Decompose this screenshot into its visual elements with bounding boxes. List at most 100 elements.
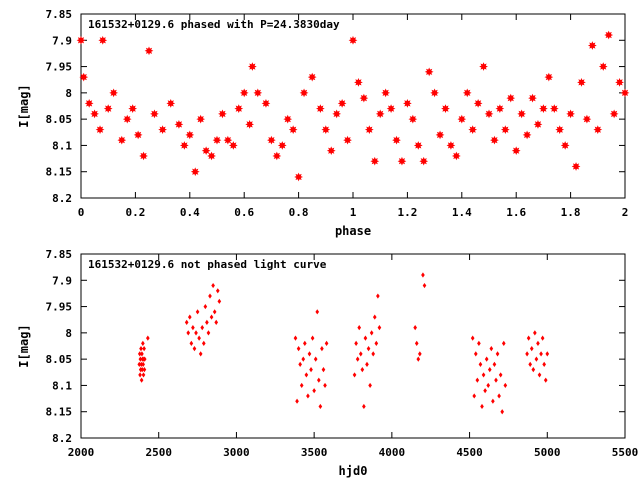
- data-point: [403, 99, 412, 108]
- data-point: [468, 125, 478, 135]
- x-tick-label: 1.8: [561, 206, 581, 219]
- data-point: [302, 340, 307, 346]
- data-point: [539, 351, 543, 357]
- y-axis-label: I[mag]: [17, 84, 31, 127]
- data-point: [376, 293, 380, 299]
- x-tick-label: 4000: [379, 446, 406, 459]
- data-point: [144, 46, 154, 56]
- data-point: [374, 340, 379, 346]
- data-point: [451, 151, 461, 161]
- data-point: [138, 372, 142, 378]
- data-point: [140, 351, 144, 357]
- data-point: [141, 361, 145, 367]
- x-tick-label: 2000: [68, 446, 95, 459]
- data-point: [539, 104, 548, 113]
- data-point: [419, 156, 429, 166]
- data-point: [487, 367, 492, 373]
- data-point: [184, 319, 189, 325]
- data-point: [321, 367, 326, 373]
- data-point: [288, 125, 298, 135]
- data-point: [245, 120, 255, 129]
- data-point: [446, 141, 456, 150]
- data-point: [201, 340, 206, 346]
- data-point: [109, 88, 119, 98]
- data-point: [139, 361, 144, 367]
- x-tick-label: 0.2: [125, 206, 145, 219]
- data-point: [462, 88, 472, 98]
- data-point: [577, 77, 586, 87]
- data-point: [517, 109, 527, 119]
- data-point: [313, 356, 318, 362]
- data-point: [217, 298, 222, 304]
- y-tick-label: 7.95: [46, 301, 73, 314]
- y-axis-label: I[mag]: [17, 324, 31, 367]
- plot-frame: [80, 253, 626, 439]
- data-point: [352, 372, 357, 378]
- data-point: [142, 346, 146, 352]
- data-point: [371, 351, 376, 357]
- data-point: [362, 403, 366, 410]
- data-point: [359, 93, 369, 103]
- data-point: [139, 377, 144, 383]
- data-point: [209, 314, 214, 320]
- data-point: [141, 372, 146, 378]
- data-point: [435, 130, 445, 140]
- data-point: [537, 372, 542, 378]
- data-point: [332, 109, 342, 119]
- data-point: [489, 346, 494, 352]
- data-point: [205, 319, 209, 325]
- data-point: [560, 141, 570, 150]
- data-point: [525, 351, 529, 357]
- data-point: [218, 109, 227, 119]
- data-point: [457, 114, 467, 124]
- data-point: [128, 104, 138, 113]
- data-point: [197, 335, 201, 341]
- data-point: [207, 151, 216, 161]
- data-point: [307, 351, 312, 357]
- y-tick-label: 8: [65, 87, 72, 100]
- data-point: [174, 120, 184, 129]
- data-point: [582, 114, 592, 124]
- x-tick-label: 2500: [145, 446, 172, 459]
- data-point: [247, 62, 257, 71]
- data-point: [477, 340, 481, 346]
- data-point: [620, 88, 630, 98]
- x-axis-label: hjd0: [339, 464, 368, 478]
- data-point: [133, 130, 143, 140]
- plot-title: 161532+0129.6 phased with P=24.3830day: [88, 18, 340, 31]
- y-tick-label: 8.05: [46, 113, 73, 126]
- data-point: [495, 104, 505, 113]
- data-point: [542, 361, 546, 367]
- x-tick-label: 0.8: [289, 206, 309, 219]
- data-point: [358, 351, 363, 357]
- data-point: [343, 135, 352, 145]
- data-point: [397, 156, 407, 166]
- data-point: [418, 351, 422, 357]
- data-point: [528, 361, 533, 367]
- data-point: [103, 104, 113, 113]
- data-point: [203, 303, 208, 310]
- data-point: [228, 141, 238, 150]
- data-point: [354, 77, 363, 87]
- data-point: [421, 272, 425, 278]
- data-point: [369, 330, 374, 336]
- x-tick-label: 1.6: [506, 206, 526, 219]
- data-point: [536, 340, 540, 346]
- data-point: [139, 151, 148, 161]
- data-point: [194, 330, 198, 336]
- data-point: [593, 125, 603, 135]
- data-point: [309, 367, 313, 373]
- data-point: [609, 109, 619, 119]
- data-point: [79, 72, 89, 82]
- y-tick-label: 7.9: [52, 274, 72, 287]
- data-point: [137, 361, 142, 367]
- data-point: [503, 382, 508, 389]
- data-point: [424, 67, 434, 77]
- data-point: [414, 340, 419, 346]
- data-point: [375, 109, 385, 119]
- data-point: [139, 346, 143, 352]
- data-point: [272, 151, 282, 161]
- data-point: [511, 146, 521, 156]
- data-point: [211, 282, 215, 289]
- data-point: [492, 361, 497, 367]
